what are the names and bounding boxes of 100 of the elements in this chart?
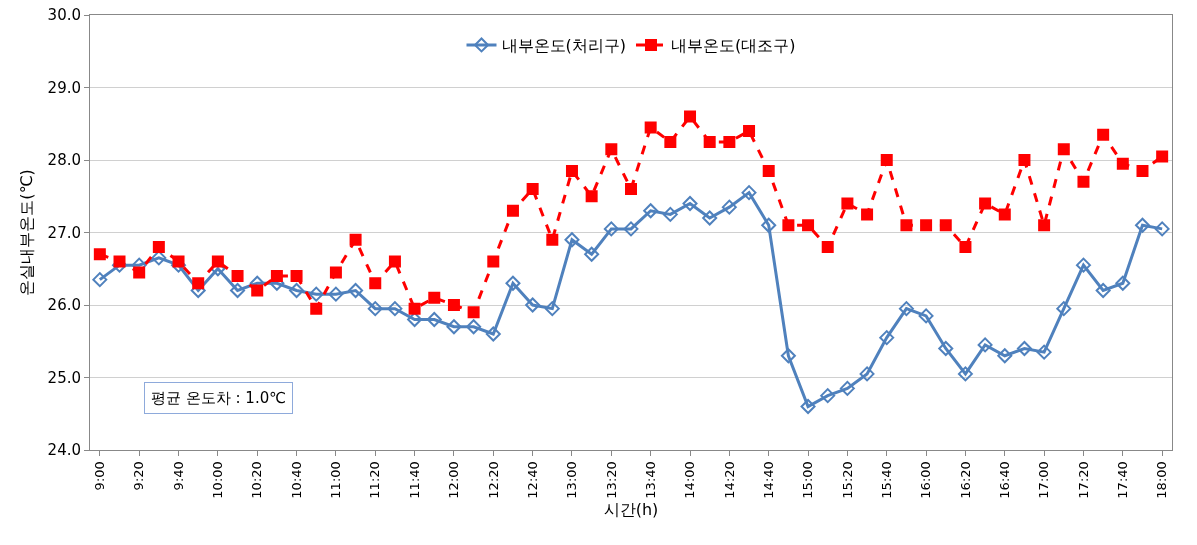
point <box>270 270 283 282</box>
point <box>544 301 560 317</box>
point <box>920 219 933 232</box>
point <box>684 110 697 123</box>
x-tick-label: 11:20 <box>367 461 383 499</box>
point <box>328 286 344 302</box>
point <box>348 283 364 298</box>
legend-label: 내부온도(대조구) <box>670 36 796 56</box>
point <box>723 135 736 148</box>
point <box>644 121 657 134</box>
point <box>426 312 442 327</box>
y-tick-label: 24.0 <box>47 441 81 460</box>
x-tick-label: 18:00 <box>1154 461 1170 499</box>
point <box>1136 164 1149 177</box>
x-tick-label: 17:40 <box>1115 461 1131 499</box>
point <box>959 241 972 253</box>
x-tick-label: 16:00 <box>918 461 934 499</box>
point <box>564 232 580 248</box>
y-tick-label: 26.0 <box>47 296 81 315</box>
x-tick-label: 12:20 <box>485 461 501 499</box>
x-tick-label: 11:00 <box>328 461 344 499</box>
x-tick-label: 10:00 <box>210 461 226 499</box>
point <box>605 143 618 156</box>
point <box>623 221 639 237</box>
point <box>506 204 519 217</box>
point <box>290 270 303 282</box>
point <box>388 255 401 268</box>
point <box>1036 344 1052 360</box>
x-tick-label: 11:40 <box>406 461 422 499</box>
x-tick-label: 12:00 <box>446 461 462 499</box>
y-tick-label: 28.0 <box>47 151 81 170</box>
point <box>113 255 126 268</box>
x-axis-title: 시간(h) <box>603 500 659 520</box>
point <box>133 266 146 279</box>
point <box>820 388 836 404</box>
point <box>761 217 777 233</box>
point <box>446 319 462 335</box>
point <box>289 283 305 298</box>
point <box>682 196 698 211</box>
x-tick-label: 16:20 <box>957 461 973 499</box>
point <box>546 233 559 246</box>
annotation: 평균 온도차 : 1.0℃ <box>151 389 287 407</box>
point <box>1097 128 1110 141</box>
x-tick-label: 9:00 <box>92 461 108 491</box>
point <box>662 206 678 222</box>
point <box>447 299 460 311</box>
point <box>625 183 637 195</box>
point <box>900 219 913 232</box>
point <box>1156 150 1169 163</box>
y-tick-label: 29.0 <box>47 78 81 97</box>
point <box>408 302 421 315</box>
point <box>466 319 482 335</box>
x-tick-label: 9:40 <box>170 461 186 491</box>
point <box>93 248 106 261</box>
point <box>407 312 423 327</box>
x-tick-label: 15:40 <box>878 461 894 499</box>
point <box>485 326 501 342</box>
x-tick-label: 17:00 <box>1036 461 1052 499</box>
point <box>152 241 165 253</box>
x-tick-label: 13:20 <box>603 461 619 499</box>
point <box>898 301 914 317</box>
point <box>1018 154 1031 166</box>
point <box>1056 301 1072 317</box>
point <box>938 341 954 356</box>
y-tick-label: 27.0 <box>47 223 81 242</box>
x-tick-label: 10:20 <box>249 461 265 499</box>
point <box>1154 221 1170 237</box>
point <box>1134 217 1150 233</box>
point <box>780 348 796 364</box>
point <box>172 255 185 268</box>
point <box>743 125 756 137</box>
point <box>664 135 677 148</box>
point <box>308 286 324 302</box>
point <box>211 255 224 268</box>
point <box>782 219 795 232</box>
point <box>741 185 757 201</box>
point <box>800 399 816 414</box>
point <box>762 164 775 177</box>
point <box>1095 283 1111 298</box>
point <box>329 266 342 279</box>
point <box>428 291 441 304</box>
point <box>367 301 383 317</box>
point <box>230 283 246 298</box>
point <box>703 135 716 148</box>
x-tick-label: 16:40 <box>997 461 1013 499</box>
point <box>1038 219 1051 232</box>
point <box>349 233 362 246</box>
x-tick-label: 10:40 <box>288 461 304 499</box>
x-tick-label: 14:00 <box>682 461 698 499</box>
point <box>841 197 854 210</box>
x-tick-label: 12:40 <box>524 461 540 499</box>
point <box>231 270 244 282</box>
point <box>487 255 500 268</box>
point <box>918 308 934 324</box>
point <box>861 208 874 221</box>
y-tick-label: 30.0 <box>47 6 81 25</box>
point <box>643 203 659 219</box>
x-tick-label: 15:20 <box>839 461 855 499</box>
point <box>859 366 875 382</box>
point <box>979 197 992 210</box>
